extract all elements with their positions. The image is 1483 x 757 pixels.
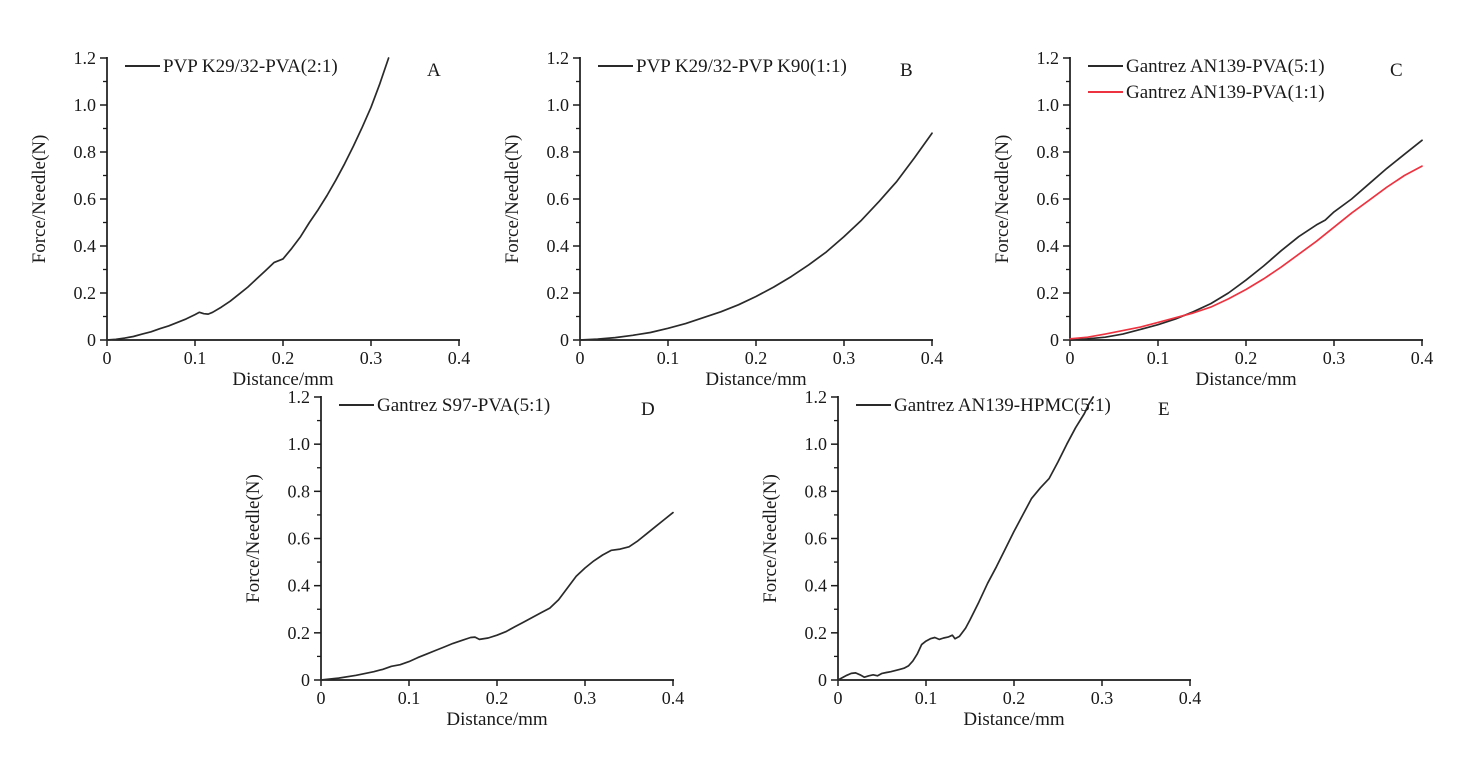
y-tick-label: 0.8 [547, 142, 570, 162]
y-tick-label: 0.4 [74, 236, 97, 256]
panel-E: 0 0.2 0.4 0.6 0.8 1.0 1.2 0 0.1 0.2 0.3 0.4 Distance… [760, 387, 1201, 730]
panel-letter: D [641, 399, 655, 420]
y-tick-label: 0.6 [1037, 189, 1060, 209]
x-tick-label: 0.2 [486, 688, 509, 708]
series-curve-1 [1069, 139, 1423, 341]
panel-letter: C [1390, 60, 1403, 81]
y-tick-label: 0.6 [805, 529, 828, 549]
y-tick-label: 1.2 [74, 48, 97, 68]
panel-letter: B [900, 60, 913, 81]
y-tick-label: 1.2 [805, 387, 828, 407]
x-axis-label: Distance/mm [963, 709, 1065, 730]
y-tick-label: 0.2 [1037, 283, 1060, 303]
x-tick-label: 0.1 [184, 348, 207, 368]
x-tick-label: 0.1 [657, 348, 680, 368]
panel-B: 0 0.2 0.4 0.6 0.8 1.0 1.2 0 0.1 0.2 0.3 0.4 Distance… [502, 48, 943, 390]
y-tick-label: 0.4 [288, 576, 311, 596]
y-axis-label: Force/Needle(N) [29, 135, 50, 264]
y-tick-label: 0.4 [547, 236, 570, 256]
panel-A: 0 0.2 0.4 0.6 0.8 1.0 1.2 0 0.1 0.2 0.3 0.4 Distance… [29, 48, 470, 390]
x-tick-label: 0 [576, 348, 585, 368]
y-tick-label: 1.2 [1037, 48, 1060, 68]
x-tick-label: 0.3 [574, 688, 597, 708]
x-tick-label: 0 [834, 688, 843, 708]
x-axis-label: Distance/mm [446, 709, 548, 730]
x-tick-label: 0 [1066, 348, 1075, 368]
x-tick-label: 0.3 [1323, 348, 1346, 368]
x-axis-label: Distance/mm [705, 369, 807, 390]
y-tick-label: 0.4 [1037, 236, 1060, 256]
x-tick-label: 0 [317, 688, 326, 708]
legend-label-2: Gantrez AN139-PVA(1:1) [1126, 82, 1325, 103]
y-tick-label: 1.0 [288, 434, 311, 454]
legend-label-1: Gantrez AN139-PVA(5:1) [1126, 56, 1325, 77]
y-tick-label: 0 [87, 330, 96, 350]
y-tick-label: 0.4 [805, 576, 828, 596]
y-axis-label: Force/Needle(N) [992, 135, 1013, 264]
x-tick-label: 0.4 [662, 688, 685, 708]
x-tick-label: 0.1 [915, 688, 938, 708]
series-curve-1 [106, 57, 390, 341]
series-curve-1 [320, 511, 674, 681]
x-axis-label: Distance/mm [232, 369, 334, 390]
x-tick-label: 0.4 [448, 348, 471, 368]
y-tick-label: 0.6 [74, 189, 97, 209]
x-axis-label: Distance/mm [1195, 369, 1297, 390]
y-tick-label: 1.2 [547, 48, 570, 68]
y-tick-label: 1.2 [288, 387, 311, 407]
panel-letter: E [1158, 399, 1170, 420]
y-tick-label: 1.0 [74, 95, 97, 115]
panel-D: 0 0.2 0.4 0.6 0.8 1.0 1.2 0 0.1 0.2 0.3 0.4 Distance… [243, 387, 684, 730]
x-tick-label: 0.2 [1003, 688, 1026, 708]
x-tick-label: 0.1 [1147, 348, 1170, 368]
panel-C: 0 0.2 0.4 0.6 0.8 1.0 1.2 0 0.1 0.2 0.3 0.4 Distance… [992, 48, 1433, 390]
y-tick-label: 1.0 [805, 434, 828, 454]
y-tick-label: 0.8 [74, 142, 97, 162]
y-tick-label: 0.2 [288, 623, 311, 643]
y-axis-label: Force/Needle(N) [760, 474, 781, 603]
y-tick-label: 0.8 [805, 481, 828, 501]
x-tick-label: 0.4 [1411, 348, 1434, 368]
series-curve-2 [1069, 165, 1423, 340]
y-tick-label: 0.6 [547, 189, 570, 209]
x-tick-label: 0 [103, 348, 112, 368]
y-axis-label: Force/Needle(N) [243, 474, 264, 603]
x-tick-label: 0.4 [1179, 688, 1202, 708]
x-tick-label: 0.3 [1091, 688, 1114, 708]
legend-label-1: PVP K29/32-PVA(2:1) [163, 56, 338, 77]
y-tick-label: 0 [560, 330, 569, 350]
x-tick-label: 0.2 [1235, 348, 1258, 368]
series-curve-1 [579, 132, 933, 341]
legend-label-1: PVP K29/32-PVP K90(1:1) [636, 56, 847, 77]
y-tick-label: 1.0 [547, 95, 570, 115]
y-tick-label: 0.2 [805, 623, 828, 643]
legend-label-1: Gantrez S97-PVA(5:1) [377, 395, 550, 416]
x-tick-label: 0.3 [360, 348, 383, 368]
y-tick-label: 0 [818, 670, 827, 690]
y-tick-label: 0 [1050, 330, 1059, 350]
y-tick-label: 0 [301, 670, 310, 690]
x-tick-label: 0.2 [745, 348, 768, 368]
x-tick-label: 0.1 [398, 688, 421, 708]
y-tick-label: 0.2 [547, 283, 570, 303]
y-tick-label: 0.6 [288, 529, 311, 549]
y-tick-label: 1.0 [1037, 95, 1060, 115]
x-tick-label: 0.2 [272, 348, 295, 368]
x-tick-label: 0.3 [833, 348, 856, 368]
legend-label-1: Gantrez AN139-HPMC(5:1) [894, 395, 1111, 416]
x-tick-label: 0.4 [921, 348, 944, 368]
y-axis-label: Force/Needle(N) [502, 135, 523, 264]
y-tick-label: 0.2 [74, 283, 97, 303]
series-curve-1 [837, 396, 1095, 681]
y-tick-label: 0.8 [1037, 142, 1060, 162]
panel-letter: A [427, 60, 441, 81]
y-tick-label: 0.8 [288, 481, 311, 501]
